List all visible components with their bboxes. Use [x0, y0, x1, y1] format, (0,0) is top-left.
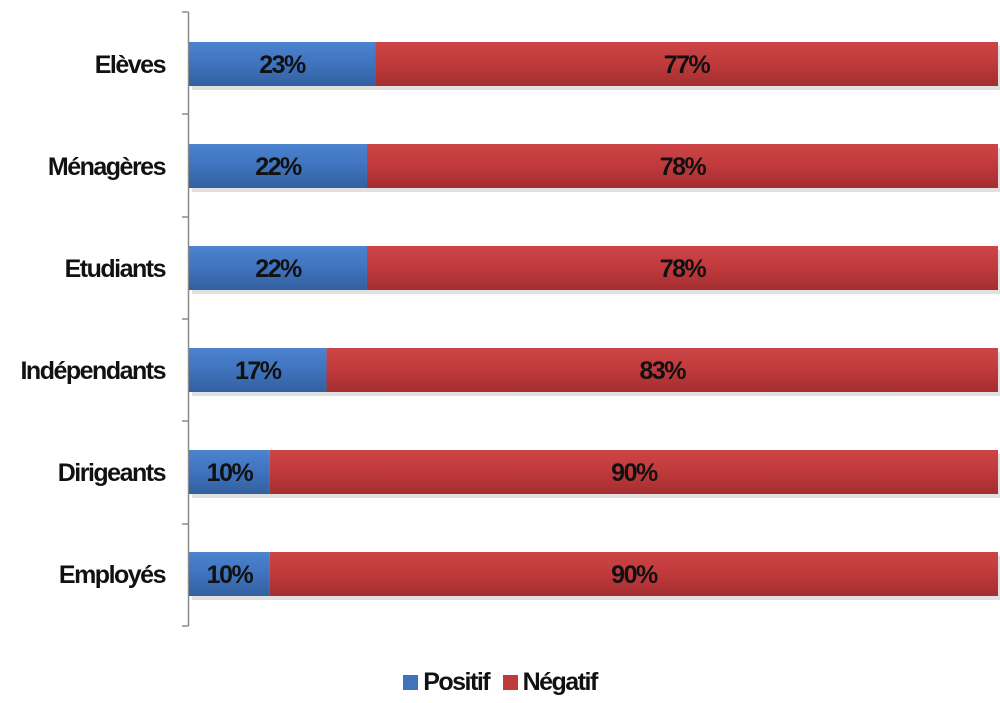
data-label: 83%	[639, 357, 686, 385]
y-axis: Elèves Ménagères Etudiants Indépendants Diri…	[20, 11, 190, 627]
legend-label-negatif: Négatif	[522, 668, 599, 696]
bar-segment-positif	[189, 42, 376, 86]
data-label: 90%	[611, 459, 658, 487]
data-label: 23%	[259, 51, 306, 79]
category-label: Indépendants	[20, 357, 165, 385]
data-label: 90%	[611, 561, 658, 589]
bar-segment-positif	[189, 348, 327, 392]
legend: Positif Négatif	[0, 668, 1000, 697]
legend-item-negatif: Négatif	[502, 668, 599, 697]
bar-row: 10% 90%	[189, 450, 1000, 498]
bar-segment-négatif	[366, 246, 999, 290]
bar-row: 23% 77%	[189, 42, 1000, 90]
data-label: 17%	[235, 357, 282, 385]
data-label: 10%	[207, 459, 254, 487]
data-label: 22%	[255, 255, 302, 283]
bar-row: 10% 90%	[189, 552, 1000, 600]
category-label: Ménagères	[48, 153, 166, 181]
legend-item-positif: Positif	[403, 668, 491, 697]
bar-segment-négatif	[366, 144, 999, 188]
legend-swatch-negatif	[502, 675, 518, 690]
bar-row: 22% 78%	[189, 144, 1000, 192]
data-label: 22%	[255, 153, 302, 181]
legend-label-positif: Positif	[423, 668, 490, 696]
legend-swatch-positif	[403, 675, 419, 690]
category-label: Employés	[59, 561, 166, 589]
bar-segment-négatif	[269, 450, 998, 494]
bar-segment-négatif	[375, 42, 998, 86]
bar-row: 17% 83%	[189, 348, 1000, 396]
category-label: Etudiants	[65, 255, 166, 283]
bar-segment-positif	[189, 144, 367, 188]
category-label: Elèves	[95, 51, 166, 79]
data-label: 77%	[664, 51, 711, 79]
data-label: 10%	[207, 561, 254, 589]
bar-row: 22% 78%	[189, 246, 1000, 294]
data-label: 78%	[660, 255, 707, 283]
bar-segment-positif	[189, 246, 367, 290]
bars: 23% 77% 22% 78% 22% 78% 17% 83% 10% 90% 10% 90%	[189, 42, 1000, 600]
bar-segment-négatif	[326, 348, 998, 392]
bar-segment-négatif	[269, 552, 998, 596]
data-label: 78%	[660, 153, 707, 181]
bar-segment-positif	[189, 552, 270, 596]
bar-segment-positif	[189, 450, 270, 494]
category-label: Dirigeants	[58, 459, 166, 487]
